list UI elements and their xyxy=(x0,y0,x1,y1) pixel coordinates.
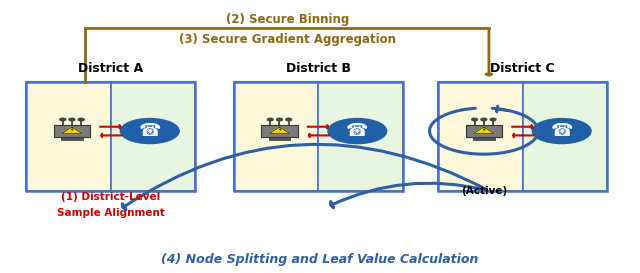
FancyBboxPatch shape xyxy=(61,136,83,140)
Circle shape xyxy=(69,118,75,121)
Circle shape xyxy=(490,118,496,121)
Circle shape xyxy=(120,118,179,144)
Circle shape xyxy=(472,118,477,121)
Circle shape xyxy=(60,118,66,121)
Text: ☎: ☎ xyxy=(346,122,369,140)
Circle shape xyxy=(78,118,84,121)
Text: (3) Secure Gradient Aggregation: (3) Secure Gradient Aggregation xyxy=(179,32,396,46)
Circle shape xyxy=(532,118,591,144)
Text: District A: District A xyxy=(78,63,143,75)
FancyBboxPatch shape xyxy=(473,136,495,140)
FancyBboxPatch shape xyxy=(269,136,291,140)
Text: ⚡: ⚡ xyxy=(70,128,74,133)
FancyBboxPatch shape xyxy=(54,125,90,137)
Circle shape xyxy=(481,118,487,121)
FancyBboxPatch shape xyxy=(26,82,111,191)
Text: ☎: ☎ xyxy=(139,122,161,140)
FancyBboxPatch shape xyxy=(261,125,298,137)
FancyBboxPatch shape xyxy=(319,82,403,191)
Text: ⚡: ⚡ xyxy=(277,128,282,133)
Polygon shape xyxy=(269,127,290,133)
FancyBboxPatch shape xyxy=(523,82,607,191)
Text: (1) District-Level: (1) District-Level xyxy=(61,192,161,202)
Text: District B: District B xyxy=(286,63,351,75)
Polygon shape xyxy=(474,127,494,133)
FancyBboxPatch shape xyxy=(438,82,523,191)
Circle shape xyxy=(286,118,292,121)
Text: Sample Alignment: Sample Alignment xyxy=(57,209,164,218)
Text: (4) Node Splitting and Leaf Value Calculation: (4) Node Splitting and Leaf Value Calcul… xyxy=(161,253,479,266)
Circle shape xyxy=(268,118,273,121)
FancyBboxPatch shape xyxy=(111,82,195,191)
Circle shape xyxy=(328,118,387,144)
Text: ☎: ☎ xyxy=(550,122,573,140)
FancyBboxPatch shape xyxy=(466,125,502,137)
Polygon shape xyxy=(61,127,82,133)
Circle shape xyxy=(276,118,282,121)
Text: (2) Secure Binning: (2) Secure Binning xyxy=(225,13,349,26)
Text: (Active): (Active) xyxy=(461,186,507,196)
FancyBboxPatch shape xyxy=(234,82,319,191)
Text: District C: District C xyxy=(490,63,555,75)
Text: ⚡: ⚡ xyxy=(482,128,486,133)
